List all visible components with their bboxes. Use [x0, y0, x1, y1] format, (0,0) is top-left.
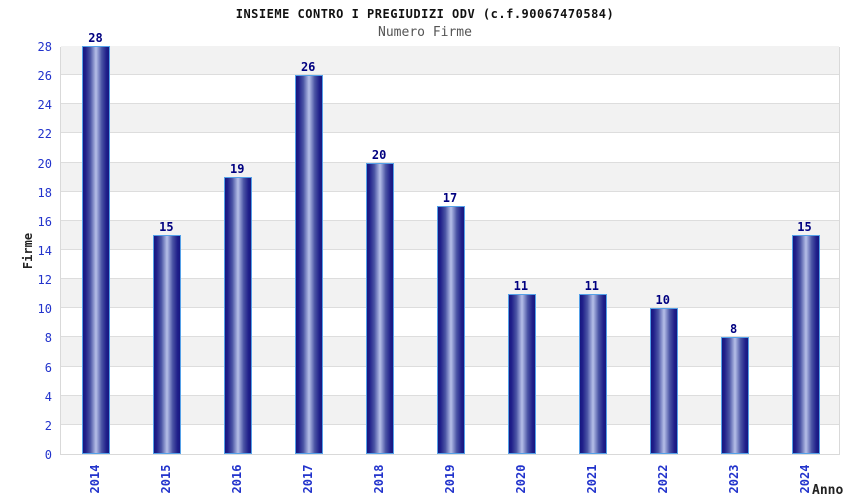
gridline — [61, 74, 839, 76]
x-tick-label: 2019 — [443, 464, 457, 494]
plot-band — [61, 162, 839, 192]
x-tick-label: 2020 — [513, 464, 528, 494]
y-tick-label: 12 — [37, 273, 52, 288]
gridline — [61, 161, 839, 163]
y-tick-label: 8 — [44, 331, 52, 346]
x-tick-label: 2014 — [88, 464, 103, 494]
x-tick-label: 2017 — [301, 464, 316, 494]
chart-title: INSIEME CONTRO I PREGIUDIZI ODV (c.f.900… — [235, 7, 615, 21]
plot-band — [61, 46, 839, 76]
y-tick-label: 4 — [44, 389, 52, 404]
x-tick-label: 2021 — [584, 464, 599, 494]
plot-band — [61, 104, 839, 134]
gridline — [61, 190, 839, 192]
plot-band — [61, 133, 839, 163]
y-tick-label: 24 — [37, 98, 52, 113]
bar — [224, 177, 252, 454]
bar-value-label: 20 — [371, 147, 387, 162]
bar-value-label: 19 — [230, 162, 245, 177]
bar — [437, 206, 465, 454]
x-tick-label: 2016 — [230, 464, 245, 494]
bar-value-label: 8 — [730, 322, 738, 337]
bar — [721, 337, 749, 454]
bar-value-label: 10 — [655, 293, 670, 308]
y-tick-label: 0 — [44, 448, 52, 462]
y-tick-label: 10 — [37, 302, 52, 317]
y-tick-label: 6 — [44, 360, 52, 375]
x-tick-label: 2022 — [655, 464, 670, 494]
x-axis-label: Anno — [812, 483, 844, 498]
bar — [508, 294, 536, 454]
bar-value-label: 11 — [513, 278, 529, 293]
x-tick-label: 2023 — [726, 464, 741, 494]
y-tick-label: 28 — [37, 40, 52, 54]
x-tick-label: 2015 — [159, 464, 174, 494]
bar — [650, 308, 678, 454]
bar-value-label: 15 — [159, 220, 174, 235]
x-tick-label: 2024 — [797, 464, 812, 494]
bar — [295, 75, 323, 454]
y-tick-label: 22 — [37, 127, 52, 142]
y-tick-label: 2 — [44, 418, 52, 433]
y-tick-label: 16 — [37, 214, 52, 229]
bar-value-label: 26 — [300, 60, 316, 75]
y-tick-label: 26 — [37, 69, 52, 84]
x-tick-label: 2018 — [372, 464, 387, 494]
plot-band — [61, 75, 839, 105]
y-tick-label: 20 — [37, 156, 52, 171]
bar — [366, 163, 394, 454]
bar-value-label: 15 — [797, 220, 812, 235]
gridline — [61, 132, 839, 134]
y-tick-label: 18 — [37, 185, 52, 200]
bar — [579, 294, 607, 454]
gridline — [61, 103, 839, 105]
y-tick-label: 14 — [37, 244, 52, 258]
bar-value-label: 28 — [88, 31, 103, 45]
bar-value-label: 11 — [584, 278, 600, 293]
chart-subtitle: Numero Firme — [378, 25, 472, 40]
bar-value-label: 17 — [442, 191, 458, 206]
bar — [82, 46, 110, 454]
bar — [792, 235, 820, 454]
bar — [153, 235, 181, 454]
plot-area — [60, 46, 840, 455]
